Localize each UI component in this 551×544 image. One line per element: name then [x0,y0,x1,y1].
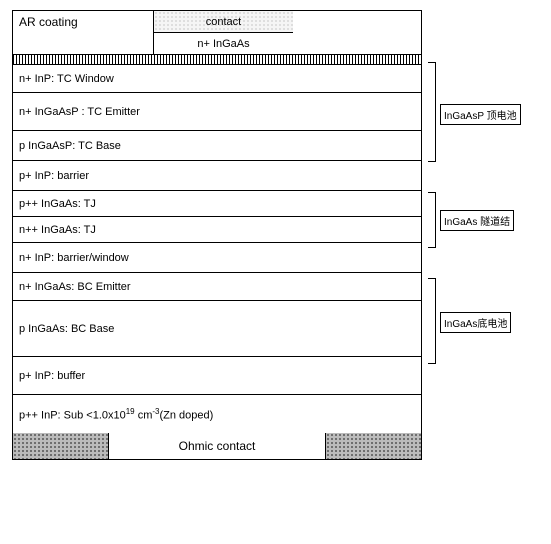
ingaas-cap-label: n+ InGaAs [197,38,249,50]
layer-text: p InGaAsP: TC Base [19,140,121,152]
bracket [428,62,436,162]
contact-block: contact n+ InGaAs [153,11,293,54]
ar-coating-right [293,11,421,54]
contact-label: contact [206,16,241,28]
layer-row: p InGaAs: BC Base [13,301,421,357]
side-label: InGaAs底电池 [440,312,511,333]
diagram-container: AR coating contact n+ InGaAs n+ InP: TC … [0,0,551,544]
ohmic-row: Ohmic contact [13,433,421,459]
layers-mount: n+ InP: TC Window n+ InGaAsP : TC Emitter… [13,65,421,433]
layer-text: p InGaAs: BC Base [19,323,114,335]
bracket [428,278,436,364]
ohmic-right [326,433,421,459]
layer-text: n+ InP: barrier/window [19,252,129,264]
bracket [428,192,436,248]
layer-row: n+ InP: barrier/window [13,243,421,273]
layer-text: p++ InP: Sub <1.0x1019 cm-3(Zn doped) [19,407,213,422]
layer-text: p++ InGaAs: TJ [19,198,96,210]
ar-coating-region: AR coating [13,11,153,54]
layer-row: n+ InGaAsP : TC Emitter [13,93,421,131]
layer-row: p InGaAsP: TC Base [13,131,421,161]
ohmic-label: Ohmic contact [179,439,256,453]
ohmic-left [13,433,108,459]
layer-row: n+ InGaAs: BC Emitter [13,273,421,301]
layer-row: n+ InP: TC Window [13,65,421,93]
layer-text: n+ InP: TC Window [19,73,114,85]
side-label: InGaAs 隧道结 [440,210,514,231]
layer-text: p+ InP: buffer [19,370,85,382]
layer-text: n++ InGaAs: TJ [19,224,96,236]
layer-row: p+ InP: buffer [13,357,421,395]
side-annotations: InGaAsP 顶电池 InGaAs 隧道结 InGaAs底电池 [428,0,543,544]
side-label: InGaAsP 顶电池 [440,104,521,125]
layer-stack: AR coating contact n+ InGaAs n+ InP: TC … [12,10,422,460]
layer-row: p++ InP: Sub <1.0x1019 cm-3(Zn doped) [13,395,421,433]
top-row: AR coating contact n+ InGaAs [13,11,421,55]
contact-layer: contact [153,11,293,33]
layer-row: p+ InP: barrier [13,161,421,191]
layer-text: n+ InGaAs: BC Emitter [19,281,131,293]
ingaas-cap-layer: n+ InGaAs [153,33,293,54]
layer-text: p+ InP: barrier [19,170,89,182]
layer-row: p++ InGaAs: TJ [13,191,421,217]
layer-row: n++ InGaAs: TJ [13,217,421,243]
layer-text: n+ InGaAsP : TC Emitter [19,106,140,118]
hatched-layer [13,55,421,65]
ar-coating-label: AR coating [19,15,78,29]
ohmic-center: Ohmic contact [108,433,326,459]
